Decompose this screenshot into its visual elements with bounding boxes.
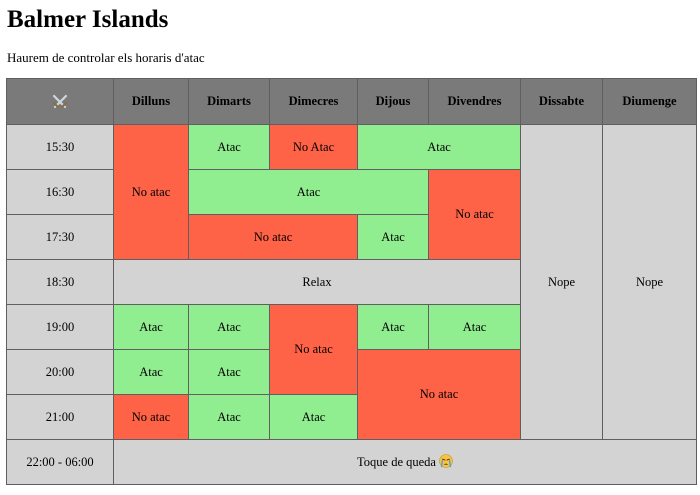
page-subtitle: Haurem de controlar els horaris d'atac xyxy=(7,50,205,65)
day-header-dissabte: Dissabte xyxy=(520,78,603,125)
schedule-cell: Atac xyxy=(357,214,429,260)
time-cell: 22:00 - 06:00 xyxy=(6,439,114,485)
table-row: 17:30 No atac Atac xyxy=(6,214,697,260)
schedule-cell: Atac xyxy=(269,394,358,440)
table-row: 22:00 - 06:00 Toque de queda xyxy=(6,439,697,485)
schedule-cell: No atac xyxy=(428,169,521,260)
day-header-dimarts: Dimarts xyxy=(188,78,270,125)
attack-schedule-table: Dilluns Dimarts Dimecres Dijous Divendre… xyxy=(6,78,697,485)
table-row: 20:00 Atac Atac No atac xyxy=(6,349,697,440)
time-cell: 20:00 xyxy=(6,349,114,395)
crossed-swords-icon xyxy=(52,94,68,110)
day-header-diumenge: Diumenge xyxy=(602,78,697,125)
curfew-label: Toque de queda xyxy=(357,455,436,469)
day-header-dilluns: Dilluns xyxy=(113,78,189,125)
table-row: 18:30 Relax xyxy=(6,259,697,305)
table-row: 21:00 No atac Atac Atac xyxy=(6,394,697,440)
schedule-cell: Atac xyxy=(357,304,429,350)
day-header-dimecres: Dimecres xyxy=(269,78,358,125)
time-cell: 18:30 xyxy=(6,259,114,305)
schedule-cell: Atac xyxy=(113,304,189,350)
crying-face-emoji-icon xyxy=(439,454,453,468)
table-row: 16:30 Atac No atac xyxy=(6,169,697,260)
schedule-cell: No atac xyxy=(269,304,358,395)
schedule-cell: Atac xyxy=(428,304,521,350)
schedule-cell-dissabte: Nope xyxy=(520,124,603,440)
day-header-dijous: Dijous xyxy=(357,78,429,125)
time-cell: 15:30 xyxy=(6,124,114,170)
time-cell: 16:30 xyxy=(6,169,114,215)
schedule-cell: Atac xyxy=(188,169,429,215)
schedule-cell: Atac xyxy=(188,349,270,395)
table-row: 19:00 Atac Atac No atac Atac Atac xyxy=(6,304,697,395)
schedule-cell: Atac xyxy=(188,304,270,350)
day-header-divendres: Divendres xyxy=(428,78,521,125)
table-row: 15:30 No atac Atac No Atac Atac Nope Nop… xyxy=(6,124,697,440)
header-row: Dilluns Dimarts Dimecres Dijous Divendre… xyxy=(6,78,697,125)
schedule-cell: No atac xyxy=(113,124,189,260)
time-cell: 21:00 xyxy=(6,394,114,440)
schedule-cell: Atac xyxy=(188,394,270,440)
corner-header xyxy=(6,78,114,125)
schedule-cell: No atac xyxy=(188,214,358,260)
time-cell: 19:00 xyxy=(6,304,114,350)
schedule-cell-relax: Relax xyxy=(113,259,521,305)
time-cell: 17:30 xyxy=(6,214,114,260)
schedule-cell: No atac xyxy=(113,394,189,440)
schedule-cell: No Atac xyxy=(269,124,358,170)
schedule-cell-curfew: Toque de queda xyxy=(113,439,697,485)
schedule-cell-diumenge: Nope xyxy=(602,124,697,440)
schedule-cell: No atac xyxy=(357,349,521,440)
schedule-cell: Atac xyxy=(357,124,521,170)
schedule-cell: Atac xyxy=(113,349,189,395)
page-title: Balmer Islands xyxy=(7,6,169,33)
schedule-cell: Atac xyxy=(188,124,270,170)
